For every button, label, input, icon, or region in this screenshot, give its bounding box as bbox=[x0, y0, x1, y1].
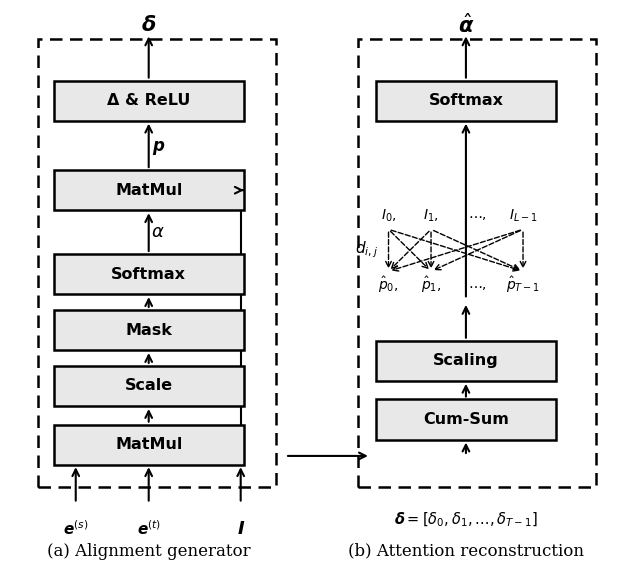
Text: $I_{L-1}$: $I_{L-1}$ bbox=[509, 207, 538, 224]
Text: Scaling: Scaling bbox=[433, 353, 499, 368]
Text: $I_0,$: $I_0,$ bbox=[381, 207, 396, 224]
FancyBboxPatch shape bbox=[54, 366, 244, 406]
Text: $\hat{p}_{T-1}$: $\hat{p}_{T-1}$ bbox=[506, 275, 540, 295]
FancyBboxPatch shape bbox=[54, 425, 244, 465]
Text: (b) Attention reconstruction: (b) Attention reconstruction bbox=[348, 542, 584, 559]
Text: $\hat{\boldsymbol{\alpha}}$: $\hat{\boldsymbol{\alpha}}$ bbox=[458, 14, 474, 37]
Bar bbox=[38, 39, 276, 486]
Text: $\alpha$: $\alpha$ bbox=[152, 223, 165, 241]
FancyBboxPatch shape bbox=[54, 81, 244, 121]
Text: $\ldots,$: $\ldots,$ bbox=[468, 208, 487, 223]
Text: $\ldots,$: $\ldots,$ bbox=[468, 279, 487, 292]
FancyBboxPatch shape bbox=[54, 170, 244, 210]
Text: $d_{i,j}$: $d_{i,j}$ bbox=[355, 240, 378, 260]
FancyBboxPatch shape bbox=[376, 399, 556, 440]
Text: MatMul: MatMul bbox=[115, 437, 182, 452]
Text: $\boldsymbol{\delta}$: $\boldsymbol{\delta}$ bbox=[141, 15, 156, 35]
FancyBboxPatch shape bbox=[376, 341, 556, 381]
Text: $\boldsymbol{e}^{(t)}$: $\boldsymbol{e}^{(t)}$ bbox=[137, 519, 161, 538]
FancyBboxPatch shape bbox=[54, 254, 244, 294]
Text: $\hat{p}_0,$: $\hat{p}_0,$ bbox=[378, 275, 399, 295]
Text: $\hat{p}_1,$: $\hat{p}_1,$ bbox=[420, 275, 442, 295]
FancyBboxPatch shape bbox=[376, 81, 556, 121]
Text: Softmax: Softmax bbox=[428, 93, 504, 108]
Text: Softmax: Softmax bbox=[111, 267, 186, 281]
Text: (a) Alignment generator: (a) Alignment generator bbox=[47, 542, 250, 559]
Text: $\boldsymbol{p}$: $\boldsymbol{p}$ bbox=[152, 139, 165, 157]
Bar bbox=[358, 39, 596, 486]
Text: $I_1,$: $I_1,$ bbox=[423, 207, 439, 224]
Text: $\boldsymbol{\delta} = [\delta_0, \delta_1, \ldots, \delta_{T-1}]$: $\boldsymbol{\delta} = [\delta_0, \delta… bbox=[394, 511, 538, 529]
FancyBboxPatch shape bbox=[54, 310, 244, 350]
Text: $\boldsymbol{e}^{(s)}$: $\boldsymbol{e}^{(s)}$ bbox=[63, 519, 88, 538]
Text: Mask: Mask bbox=[125, 323, 172, 337]
Text: MatMul: MatMul bbox=[115, 182, 182, 198]
Text: Cum-Sum: Cum-Sum bbox=[423, 412, 509, 427]
Text: Δ & ReLU: Δ & ReLU bbox=[107, 93, 190, 108]
Text: $\boldsymbol{I}$: $\boldsymbol{I}$ bbox=[237, 520, 245, 538]
Text: Scale: Scale bbox=[125, 379, 173, 393]
